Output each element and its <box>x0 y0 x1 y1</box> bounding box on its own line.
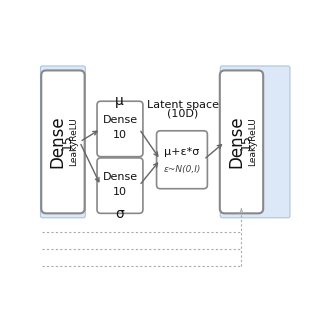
Text: σ: σ <box>115 207 124 221</box>
Text: ε~N(0,I): ε~N(0,I) <box>163 165 201 174</box>
Text: μ: μ <box>115 94 124 108</box>
Text: (10D): (10D) <box>167 108 198 118</box>
Text: Dense: Dense <box>102 172 138 182</box>
Text: Dense: Dense <box>49 116 67 168</box>
Text: LeakyReLU: LeakyReLU <box>70 117 79 166</box>
Text: μ+ε*σ: μ+ε*σ <box>164 147 200 157</box>
FancyBboxPatch shape <box>97 101 143 157</box>
FancyBboxPatch shape <box>97 158 143 213</box>
FancyBboxPatch shape <box>41 70 85 213</box>
Text: 15: 15 <box>239 134 252 150</box>
FancyBboxPatch shape <box>220 70 263 213</box>
Text: Dense: Dense <box>102 115 138 125</box>
Text: 10: 10 <box>113 130 127 140</box>
FancyBboxPatch shape <box>156 131 207 189</box>
Text: Dense: Dense <box>227 116 245 168</box>
Text: 15: 15 <box>61 134 74 150</box>
Text: 10: 10 <box>113 187 127 197</box>
FancyBboxPatch shape <box>220 66 290 218</box>
Text: Latent space: Latent space <box>147 100 219 110</box>
FancyBboxPatch shape <box>41 66 85 218</box>
Text: LeakyReLU: LeakyReLU <box>248 117 257 166</box>
